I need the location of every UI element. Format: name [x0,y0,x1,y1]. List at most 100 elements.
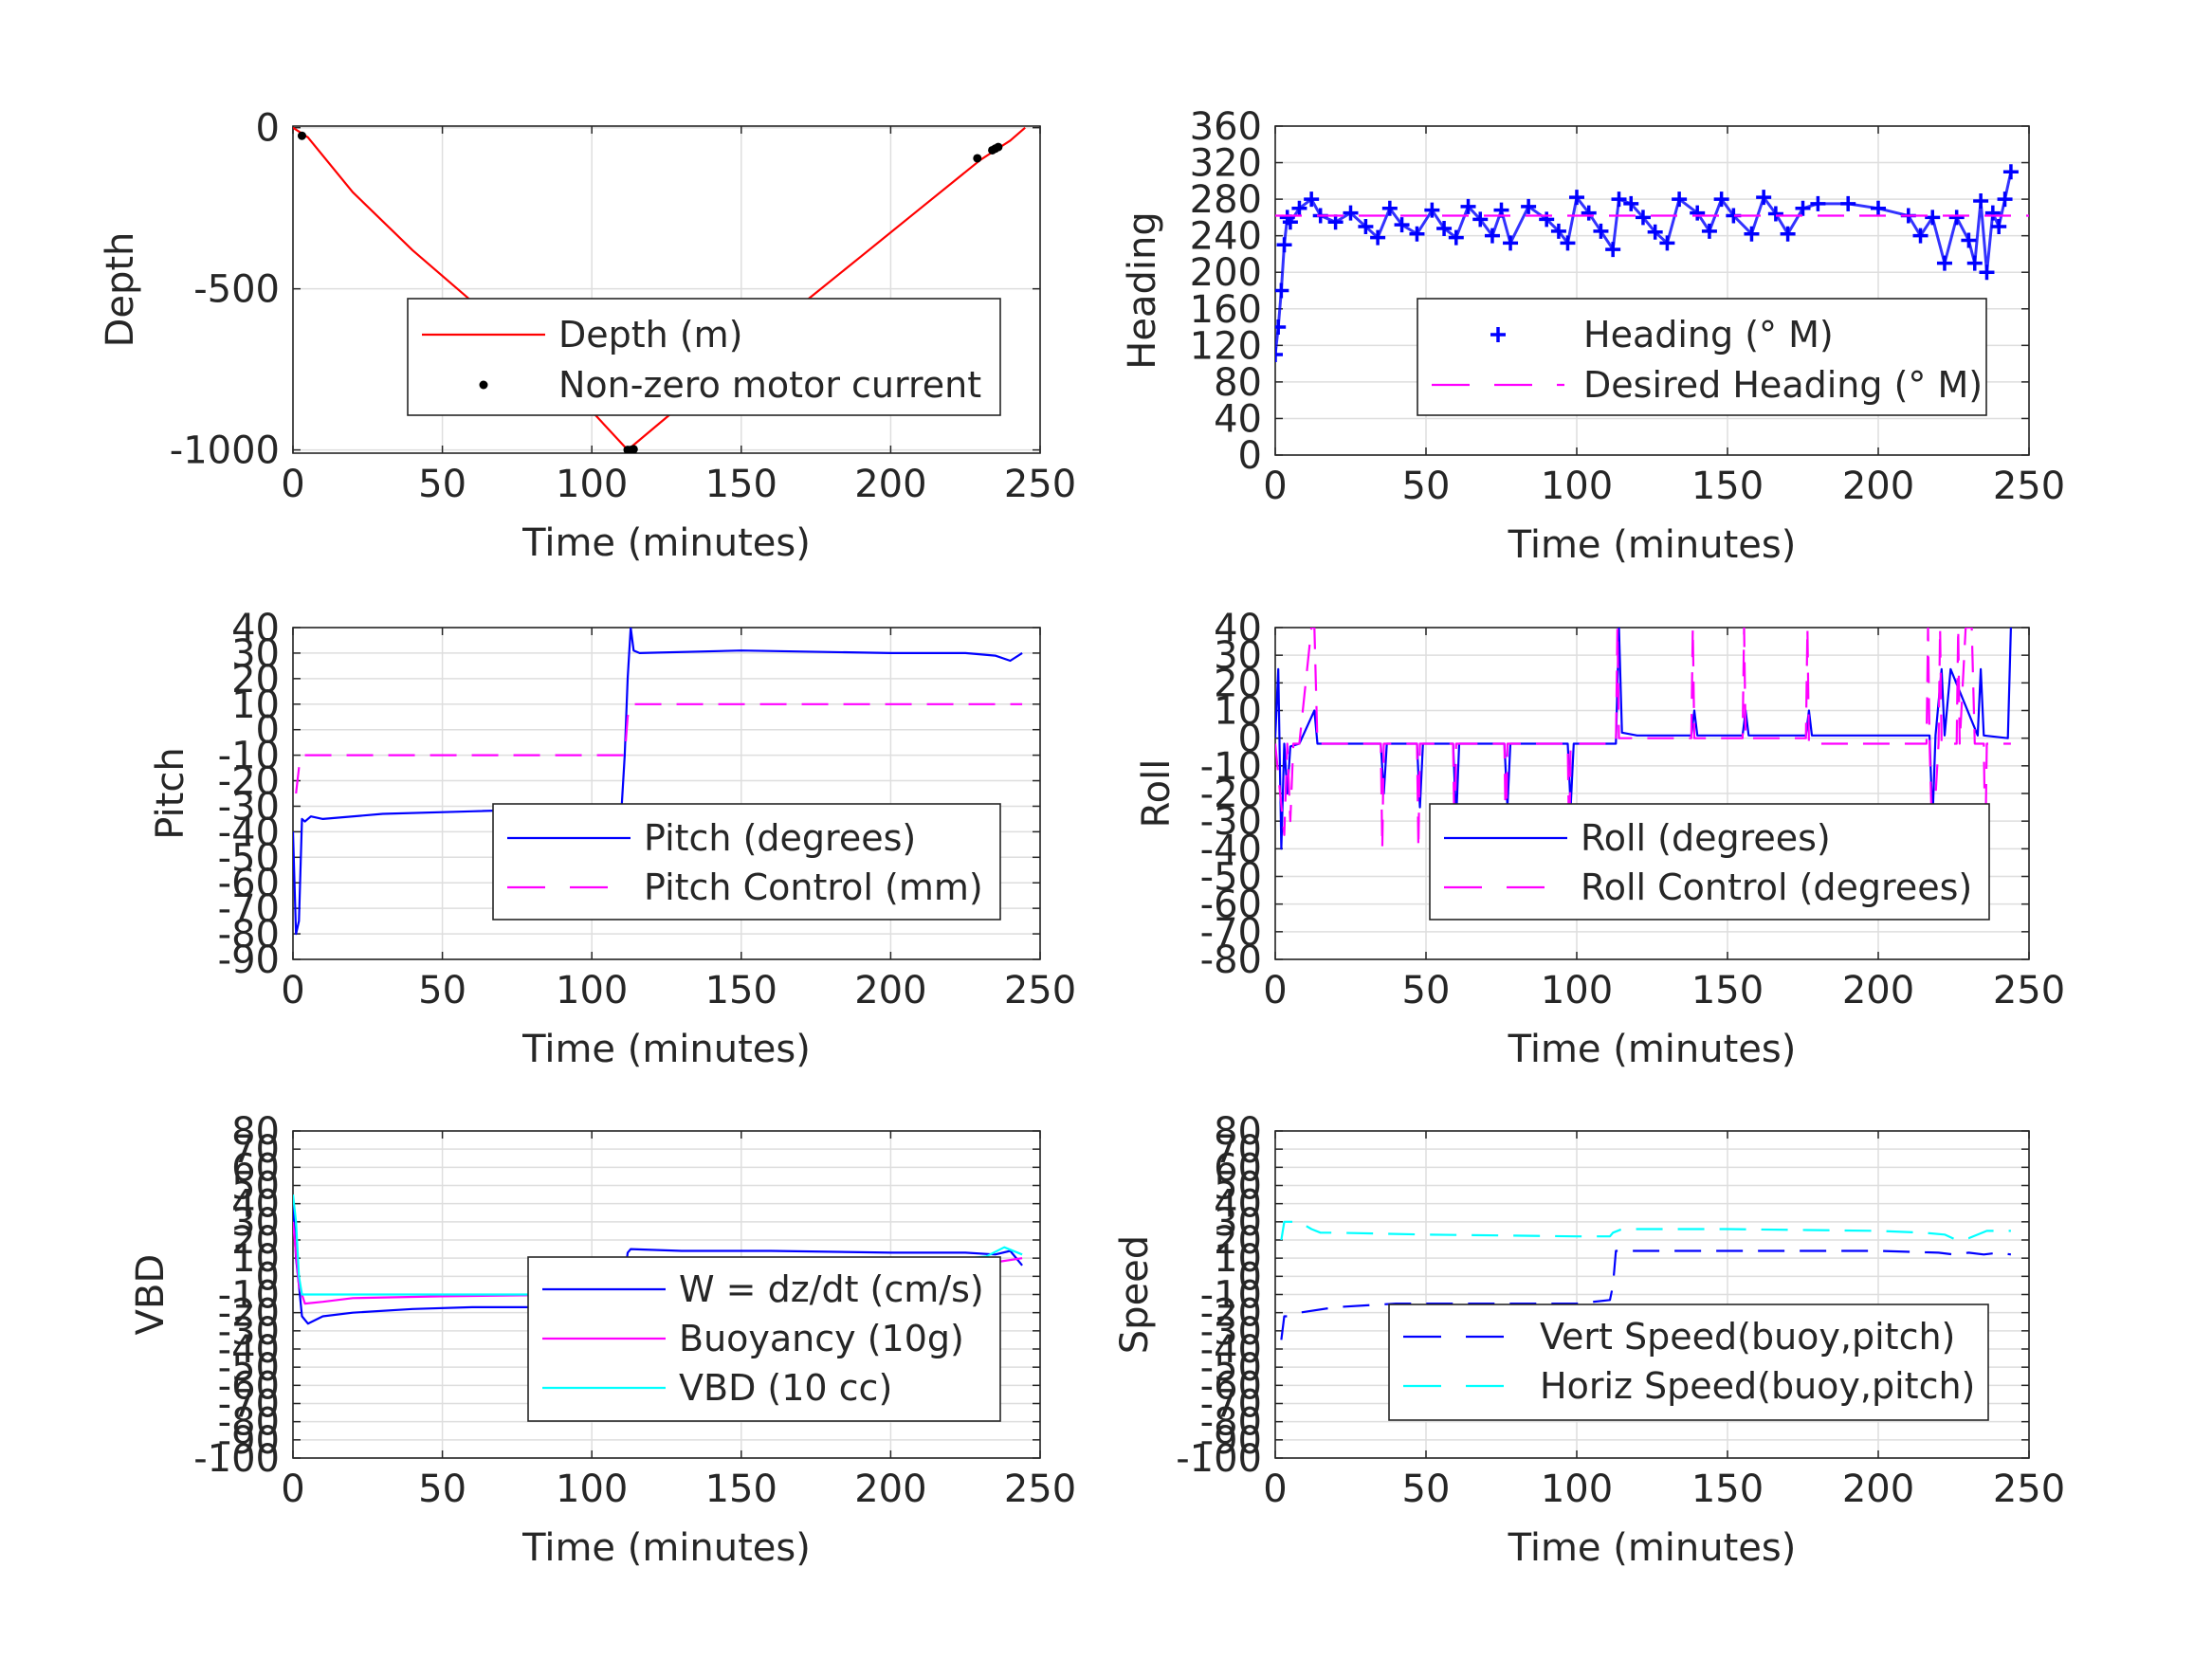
series-heading-m-point [1840,195,1856,211]
x-axis-label: Time (minutes) [1508,523,1797,567]
x-tick-label: 250 [1004,969,1076,1012]
x-tick-label: 150 [1691,1468,1764,1511]
legend: Pitch (degrees) Pitch Control (mm) [492,803,1001,921]
x-tick-label: 0 [281,969,304,1012]
y-tick-label: 40 [1214,397,1262,441]
x-tick-label: 0 [281,463,304,506]
series-heading-m-point [1912,228,1929,244]
x-axis-label: Time (minutes) [1508,1028,1797,1071]
x-tick-label: 0 [281,1468,304,1511]
legend-box [1417,298,1987,416]
y-tick-label: -50 [1200,856,1262,900]
series-pitch-degrees-line [293,628,1023,936]
axes-box [292,627,1041,960]
series-heading-m-point [1370,229,1386,246]
y-tick-label: -80 [1200,939,1262,982]
series-heading-m-point [1948,210,1965,226]
legend: W = dz/dt (cm/s) Buoyancy (10g) VBD (10 cc… [527,1256,1001,1422]
x-tick-label: 250 [1993,1468,2065,1511]
y-tick-label: -60 [218,862,280,905]
y-tick-label: 70 [231,1128,280,1172]
y-tick-label: 50 [231,1165,280,1209]
legend-marker-heading-m [1490,327,1506,342]
x-tick-label: 200 [854,463,926,506]
series-heading-m-point [1276,237,1292,253]
series-heading-m-point [1611,191,1627,208]
x-tick-label: 250 [1004,463,1076,506]
x-tick-label: 150 [1691,465,1764,508]
legend-label: Pitch (degrees) [644,817,916,859]
y-tick-label: -30 [1200,1310,1262,1354]
y-tick-label: 280 [1190,178,1262,222]
y-tick-label: 30 [1214,1201,1262,1245]
series-heading-m-point [1282,214,1298,230]
y-tick-label: -80 [1200,1401,1262,1445]
x-axis-label: Time (minutes) [521,1028,811,1071]
data-layer [1280,1220,2012,1340]
series-heading-m-point [1521,198,1537,214]
data-layer [1275,164,2029,362]
y-tick-label: 360 [1190,105,1262,149]
y-tick-label: -500 [193,268,280,312]
y-tick-label: -40 [1200,1328,1262,1372]
y-tick-label: 0 [256,1255,280,1299]
subplot-speed: 0 50 100 150 200 250-100-90-80-70-60-50-40-30… [1113,1110,2065,1570]
y-tick-label: -10 [1200,745,1262,789]
legend-box [407,298,1001,416]
series-heading-m-point [1984,205,2001,221]
series-heading-m-point [1647,224,1663,240]
series-heading-m-point [1409,226,1425,242]
series-heading-m-point [1472,211,1489,228]
series-non-zero-motor-current-point [629,445,638,453]
y-tick-label: -10 [218,1274,280,1318]
legend-label: Buoyancy (10g) [679,1318,964,1359]
y-tick-label: -40 [218,1328,280,1372]
y-tick-label: -70 [218,887,280,931]
y-tick-label: -60 [1200,1364,1262,1408]
series-heading-m-point [1979,264,1995,281]
series-heading-m-point [1623,195,1639,211]
series-heading-m-point [1381,200,1398,216]
series-heading-m-point [1343,205,1359,221]
x-tick-label: 200 [1842,465,1914,508]
series-heading-m-point [1291,200,1307,216]
series-heading-m-point [1767,206,1783,222]
y-tick-label: -20 [1200,773,1262,816]
y-tick-label: -100 [1176,1437,1262,1481]
series-heading-m-point [1635,210,1651,226]
series-heading-m-point [1327,214,1344,230]
y-axis-label: Roll [1135,759,1179,829]
y-tick-label: 80 [231,1110,280,1154]
subplot-roll: 0 50 100 150 200 250-80-70-60-50-40-30-20-100… [1135,607,2065,1071]
series-heading-m-point [1991,219,2007,235]
y-tick-label: 40 [231,607,280,650]
y-tick-label: -20 [218,1292,280,1336]
y-tick-label: -100 [193,1437,280,1481]
x-tick-label: 50 [418,1468,466,1511]
legend-label: Heading (° M) [1583,314,1834,356]
series-heading-m-point [1275,319,1287,336]
x-tick-label: 100 [1541,969,1613,1012]
y-tick-label: 50 [1214,1165,1262,1209]
legend-label: Roll Control (degrees) [1581,866,1972,908]
y-tick-label: 160 [1190,288,1262,332]
series-heading-m-point [1560,235,1576,251]
series-heading-m-point [1780,226,1796,242]
series-non-zero-motor-current-point [297,131,306,140]
y-tick-label: 20 [1214,1219,1262,1263]
series-heading-m-point [1304,191,1320,208]
y-tick-label: 70 [1214,1128,1262,1172]
y-tick-label: -20 [1200,1292,1262,1336]
y-tick-label: -70 [1200,1383,1262,1427]
x-axis-label: Time (minutes) [521,521,811,565]
y-tick-label: -70 [218,1383,280,1427]
y-tick-label: 60 [1214,1146,1262,1190]
legend-label: Vert Speed(buoy,pitch) [1540,1316,1955,1358]
series-pitch-control-mm-line [295,702,1023,794]
x-tick-label: 250 [1993,969,2065,1012]
legend-label: W = dz/dt (cm/s) [679,1268,984,1310]
x-tick-label: 150 [705,969,777,1012]
legend: Depth (m) Non-zero motor current [407,298,1001,416]
x-tick-label: 50 [1402,969,1451,1012]
y-tick-label: -10 [1200,1274,1262,1318]
